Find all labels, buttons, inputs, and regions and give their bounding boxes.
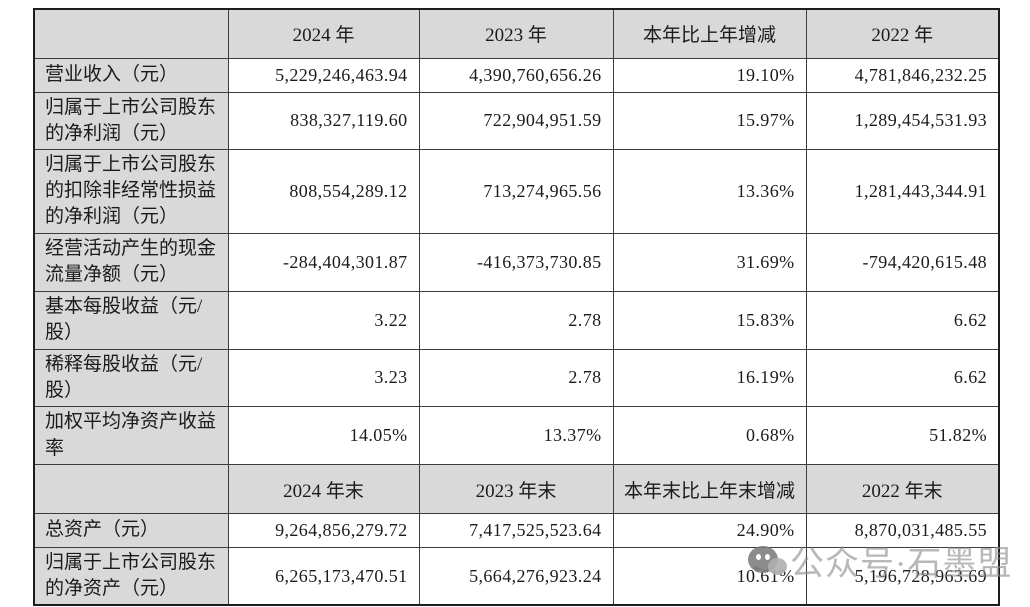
value-change: 10.61%: [612, 547, 807, 606]
value-2023: 722,904,951.59: [418, 91, 614, 150]
row-net-assets: 归属于上市公司股东的净资产（元） 6,265,173,470.51 5,664,…: [33, 547, 1000, 606]
value-2022-end: 5,196,728,963.69: [805, 547, 1000, 606]
value-change: 0.68%: [612, 406, 807, 466]
value-2023-end: 7,417,525,523.64: [418, 513, 614, 549]
value-2023: 2.78: [418, 348, 614, 408]
value-2024-end: 6,265,173,470.51: [227, 547, 420, 606]
header-cell-empty: [33, 464, 229, 515]
header-cell-2022: 2022 年: [805, 8, 1000, 59]
value-2022: 1,281,443,344.91: [805, 148, 1000, 234]
row-label: 经营活动产生的现金流量净额（元）: [33, 232, 229, 292]
value-2024: 3.23: [227, 348, 420, 408]
value-2022-end: 8,870,031,485.55: [805, 513, 1000, 549]
row-label: 营业收入（元）: [33, 57, 229, 93]
row-label: 归属于上市公司股东的扣除非经常性损益的净利润（元）: [33, 148, 229, 234]
row-label: 加权平均净资产收益率: [33, 406, 229, 466]
row-net-profit-excl-nonrecurring: 归属于上市公司股东的扣除非经常性损益的净利润（元） 808,554,289.12…: [33, 148, 1000, 234]
value-change: 16.19%: [612, 348, 807, 408]
value-2022: -794,420,615.48: [805, 232, 1000, 292]
row-label: 稀释每股收益（元/股）: [33, 348, 229, 408]
header-cell-2023: 2023 年: [418, 8, 614, 59]
value-2022: 1,289,454,531.93: [805, 91, 1000, 150]
value-2023: -416,373,730.85: [418, 232, 614, 292]
row-weighted-avg-roe: 加权平均净资产收益率 14.05% 13.37% 0.68% 51.82%: [33, 406, 1000, 466]
header-cell-2022-end: 2022 年末: [805, 464, 1000, 515]
value-change: 15.97%: [612, 91, 807, 150]
value-2023-end: 5,664,276,923.24: [418, 547, 614, 606]
value-2022: 6.62: [805, 348, 1000, 408]
value-2023: 2.78: [418, 290, 614, 350]
row-label: 归属于上市公司股东的净利润（元）: [33, 91, 229, 150]
value-2022: 51.82%: [805, 406, 1000, 466]
header-cell-yearend-change: 本年末比上年末增减: [612, 464, 807, 515]
value-2024: 3.22: [227, 290, 420, 350]
row-diluted-eps: 稀释每股收益（元/股） 3.23 2.78 16.19% 6.62: [33, 348, 1000, 408]
value-2024: -284,404,301.87: [227, 232, 420, 292]
header-cell-2024: 2024 年: [227, 8, 420, 59]
value-change: 19.10%: [612, 57, 807, 93]
row-label: 基本每股收益（元/股）: [33, 290, 229, 350]
header-cell-yoy-change: 本年比上年增减: [612, 8, 807, 59]
value-2023: 713,274,965.56: [418, 148, 614, 234]
financial-summary-table-wrap: 2024 年 2023 年 本年比上年增减 2022 年 营业收入（元） 5,2…: [33, 8, 1000, 607]
header-cell-2023-end: 2023 年末: [418, 464, 614, 515]
row-operating-revenue: 营业收入（元） 5,229,246,463.94 4,390,760,656.2…: [33, 57, 1000, 93]
value-change: 24.90%: [612, 513, 807, 549]
value-2022: 6.62: [805, 290, 1000, 350]
section2-header-row: 2024 年末 2023 年末 本年末比上年末增减 2022 年末: [33, 464, 1000, 515]
value-2022: 4,781,846,232.25: [805, 57, 1000, 93]
header-cell-empty: [33, 8, 229, 59]
value-2024: 14.05%: [227, 406, 420, 466]
value-change: 31.69%: [612, 232, 807, 292]
value-2023: 13.37%: [418, 406, 614, 466]
row-label: 归属于上市公司股东的净资产（元）: [33, 547, 229, 606]
row-basic-eps: 基本每股收益（元/股） 3.22 2.78 15.83% 6.62: [33, 290, 1000, 350]
value-2024: 838,327,119.60: [227, 91, 420, 150]
section1-header-row: 2024 年 2023 年 本年比上年增减 2022 年: [33, 8, 1000, 59]
row-operating-cash-flow: 经营活动产生的现金流量净额（元） -284,404,301.87 -416,37…: [33, 232, 1000, 292]
value-2024-end: 9,264,856,279.72: [227, 513, 420, 549]
header-cell-2024-end: 2024 年末: [227, 464, 420, 515]
value-2023: 4,390,760,656.26: [418, 57, 614, 93]
row-total-assets: 总资产（元） 9,264,856,279.72 7,417,525,523.64…: [33, 513, 1000, 549]
value-change: 13.36%: [612, 148, 807, 234]
financial-summary-table: 2024 年 2023 年 本年比上年增减 2022 年 营业收入（元） 5,2…: [33, 8, 1000, 607]
row-net-profit: 归属于上市公司股东的净利润（元） 838,327,119.60 722,904,…: [33, 91, 1000, 150]
value-change: 15.83%: [612, 290, 807, 350]
value-2024: 5,229,246,463.94: [227, 57, 420, 93]
row-label: 总资产（元）: [33, 513, 229, 549]
value-2024: 808,554,289.12: [227, 148, 420, 234]
